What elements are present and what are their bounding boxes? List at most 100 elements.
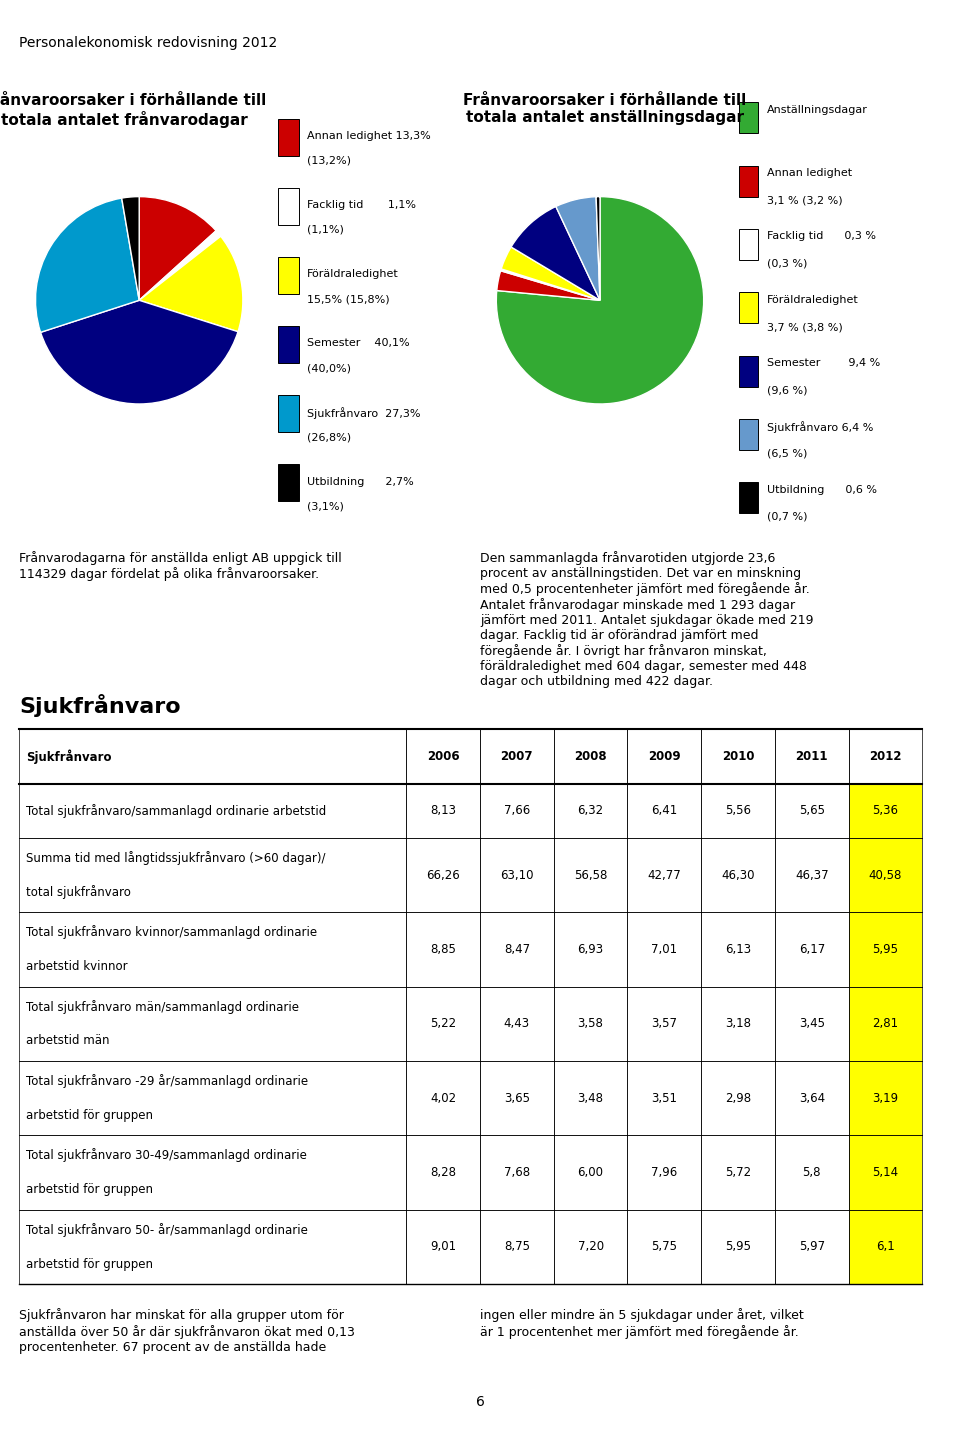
Text: 3,65: 3,65 [504, 1091, 530, 1105]
Bar [849, 1061, 923, 1135]
Text: Personalekonomisk redovisning 2012: Personalekonomisk redovisning 2012 [19, 36, 277, 50]
Text: Frånvaroorsaker i förhållande till
totala antalet frånvarodagar: Frånvaroorsaker i förhållande till total… [0, 93, 267, 127]
Text: 7,66: 7,66 [504, 804, 530, 818]
Text: 40,58: 40,58 [869, 868, 902, 882]
Text: 56,58: 56,58 [574, 868, 608, 882]
Bar [739, 166, 758, 197]
Text: (9,6 %): (9,6 %) [767, 385, 807, 395]
Text: 2,98: 2,98 [725, 1091, 751, 1105]
Text: (6,5 %): (6,5 %) [767, 449, 807, 459]
Bar [278, 187, 299, 225]
Text: 5,56: 5,56 [725, 804, 751, 818]
Text: 3,18: 3,18 [725, 1017, 751, 1031]
Text: 3,7 % (3,8 %): 3,7 % (3,8 %) [767, 322, 843, 332]
Text: 2006: 2006 [427, 749, 460, 764]
Text: Sjukfrånvaron har minskat för alla grupper utom för
anställda över 50 år där sju: Sjukfrånvaron har minskat för alla grupp… [19, 1308, 355, 1354]
Wedge shape [496, 196, 704, 405]
Text: Sjukfrånvaro  27,3%: Sjukfrånvaro 27,3% [306, 408, 420, 419]
Bar [739, 103, 758, 133]
Text: (40,0%): (40,0%) [306, 363, 350, 373]
Text: 5,95: 5,95 [725, 1240, 751, 1254]
Text: 2012: 2012 [869, 749, 901, 764]
Text: Frånvaroorsaker i förhållande till
totala antalet anställningsdagar: Frånvaroorsaker i förhållande till total… [463, 93, 747, 126]
Text: 5,95: 5,95 [873, 942, 899, 957]
Text: total sjukfrånvaro: total sjukfrånvaro [26, 885, 131, 899]
Text: 6,41: 6,41 [651, 804, 678, 818]
Wedge shape [139, 236, 243, 332]
Text: Utbildning      2,7%: Utbildning 2,7% [306, 476, 414, 486]
Text: 6,13: 6,13 [725, 942, 751, 957]
Text: Annan ledighet 13,3%: Annan ledighet 13,3% [306, 132, 430, 142]
Text: 8,75: 8,75 [504, 1240, 530, 1254]
Text: 9,01: 9,01 [430, 1240, 456, 1254]
Text: 66,26: 66,26 [426, 868, 460, 882]
Text: 2008: 2008 [574, 749, 607, 764]
Text: arbetstid för gruppen: arbetstid för gruppen [26, 1183, 153, 1197]
Wedge shape [139, 230, 221, 300]
Text: Anställningsdagar: Anställningsdagar [767, 104, 868, 114]
Text: Total sjukfrånvaro kvinnor/sammanlagd ordinarie: Total sjukfrånvaro kvinnor/sammanlagd or… [26, 925, 317, 940]
Text: arbetstid för gruppen: arbetstid för gruppen [26, 1257, 153, 1271]
Text: Sjukfrånvaro: Sjukfrånvaro [19, 694, 180, 716]
Bar [849, 912, 923, 987]
Text: 63,10: 63,10 [500, 868, 534, 882]
Text: 5,72: 5,72 [725, 1165, 751, 1180]
Wedge shape [496, 270, 600, 300]
Wedge shape [500, 269, 600, 300]
Text: 8,47: 8,47 [504, 942, 530, 957]
Text: 5,36: 5,36 [873, 804, 899, 818]
Text: 3,64: 3,64 [799, 1091, 825, 1105]
Bar [849, 838, 923, 912]
Wedge shape [556, 197, 600, 300]
Bar [739, 419, 758, 450]
Text: Frånvarodagarna för anställda enligt AB uppgick till
114329 dagar fördelat på ol: Frånvarodagarna för anställda enligt AB … [19, 551, 342, 581]
Bar [278, 465, 299, 502]
Wedge shape [596, 196, 600, 300]
Text: 6: 6 [475, 1394, 485, 1409]
Text: Summa tid med långtidssjukfrånvaro (>60 dagar)/: Summa tid med långtidssjukfrånvaro (>60 … [26, 851, 325, 865]
Bar [739, 292, 758, 323]
Text: Total sjukfrånvaro 50- år/sammanlagd ordinarie: Total sjukfrånvaro 50- år/sammanlagd ord… [26, 1223, 307, 1237]
Text: 3,1 % (3,2 %): 3,1 % (3,2 %) [767, 196, 842, 206]
Bar [278, 257, 299, 295]
Text: (0,7 %): (0,7 %) [767, 512, 807, 522]
Wedge shape [501, 247, 600, 300]
Wedge shape [139, 196, 216, 300]
Text: 2007: 2007 [500, 749, 533, 764]
Text: 46,30: 46,30 [721, 868, 755, 882]
Text: (0,3 %): (0,3 %) [767, 259, 807, 269]
Text: 5,14: 5,14 [873, 1165, 899, 1180]
Text: Föräldraledighet: Föräldraledighet [767, 295, 858, 305]
Text: 3,58: 3,58 [578, 1017, 604, 1031]
Text: Total sjukfrånvaro -29 år/sammanlagd ordinarie: Total sjukfrånvaro -29 år/sammanlagd ord… [26, 1074, 308, 1088]
Text: Utbildning      0,6 %: Utbildning 0,6 % [767, 485, 876, 495]
Text: 15,5% (15,8%): 15,5% (15,8%) [306, 295, 389, 305]
Text: 2011: 2011 [796, 749, 828, 764]
Text: 7,01: 7,01 [651, 942, 678, 957]
Text: Sjukfrånvaro 6,4 %: Sjukfrånvaro 6,4 % [767, 422, 873, 433]
Text: arbetstid för gruppen: arbetstid för gruppen [26, 1108, 153, 1123]
Text: 5,22: 5,22 [430, 1017, 456, 1031]
Text: (13,2%): (13,2%) [306, 156, 350, 166]
Text: 5,75: 5,75 [651, 1240, 678, 1254]
Text: Den sammanlagda frånvarotiden utgjorde 23,6
procent av anställningstiden. Det va: Den sammanlagda frånvarotiden utgjorde 2… [480, 551, 813, 688]
Bar [739, 482, 758, 513]
Bar [278, 395, 299, 432]
Bar [849, 1210, 923, 1284]
Text: Föräldraledighet: Föräldraledighet [306, 269, 398, 279]
Text: 4,02: 4,02 [430, 1091, 456, 1105]
Text: Total sjukfrånvaro 30-49/sammanlagd ordinarie: Total sjukfrånvaro 30-49/sammanlagd ordi… [26, 1148, 306, 1163]
Bar [849, 1135, 923, 1210]
Text: 3,51: 3,51 [651, 1091, 678, 1105]
Text: 2009: 2009 [648, 749, 681, 764]
Text: (1,1%): (1,1%) [306, 225, 344, 235]
Text: 7,20: 7,20 [578, 1240, 604, 1254]
Text: Semester    40,1%: Semester 40,1% [306, 339, 409, 349]
Text: 4,43: 4,43 [504, 1017, 530, 1031]
Text: (3,1%): (3,1%) [306, 502, 344, 512]
Text: 8,28: 8,28 [430, 1165, 456, 1180]
Text: 46,37: 46,37 [795, 868, 828, 882]
Text: (26,8%): (26,8%) [306, 432, 350, 442]
Wedge shape [40, 300, 238, 405]
Text: 7,96: 7,96 [651, 1165, 678, 1180]
